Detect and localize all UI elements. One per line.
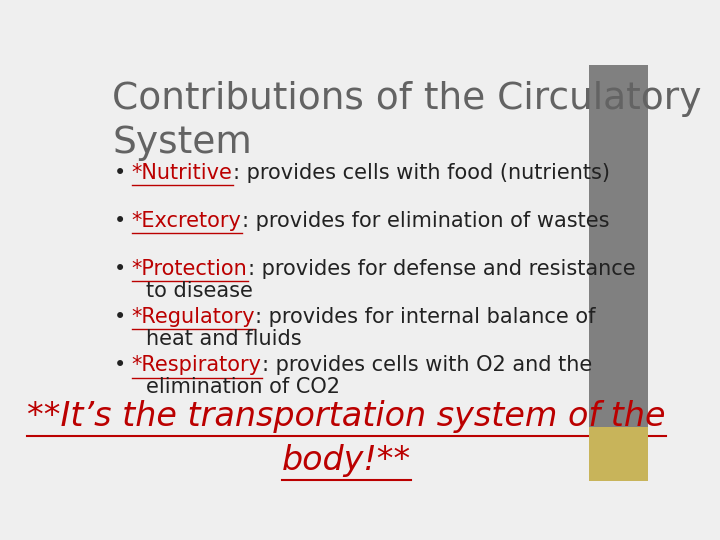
Text: body!**: body!** [282, 444, 411, 477]
Text: **It’s the transportation system of the: **It’s the transportation system of the [27, 400, 666, 433]
Text: : provides for elimination of wastes: : provides for elimination of wastes [242, 211, 609, 231]
Text: *Regulatory: *Regulatory [132, 307, 256, 327]
Text: *Respiratory: *Respiratory [132, 355, 262, 375]
Text: *Protection: *Protection [132, 259, 248, 279]
Text: : provides for defense and resistance: : provides for defense and resistance [248, 259, 635, 279]
Text: *Excretory: *Excretory [132, 211, 242, 231]
Text: •: • [114, 211, 126, 231]
Text: Contributions of the Circulatory: Contributions of the Circulatory [112, 82, 702, 117]
FancyBboxPatch shape [590, 65, 648, 431]
Text: elimination of CO2: elimination of CO2 [145, 377, 340, 397]
Text: : provides cells with O2 and the: : provides cells with O2 and the [262, 355, 592, 375]
Text: System: System [112, 125, 252, 161]
Text: •: • [114, 163, 126, 183]
Text: : provides for internal balance of: : provides for internal balance of [256, 307, 596, 327]
Text: •: • [114, 355, 126, 375]
Text: to disease: to disease [145, 281, 253, 301]
FancyBboxPatch shape [590, 427, 648, 481]
Text: •: • [114, 259, 126, 279]
Text: *Nutritive: *Nutritive [132, 163, 233, 183]
Text: •: • [114, 307, 126, 327]
Text: heat and fluids: heat and fluids [145, 329, 302, 349]
Text: : provides cells with food (nutrients): : provides cells with food (nutrients) [233, 163, 610, 183]
